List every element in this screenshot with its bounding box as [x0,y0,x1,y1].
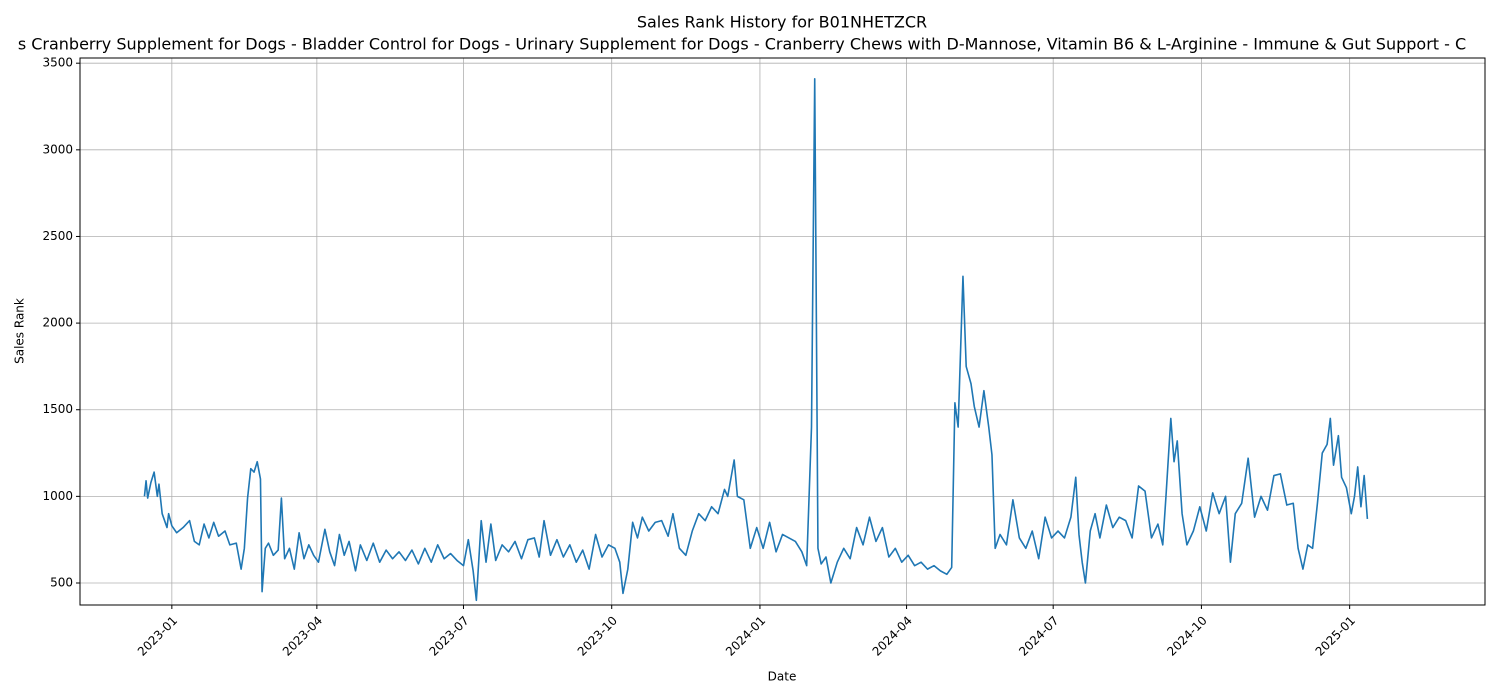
data-line [143,77,1369,602]
y-tick-label: 3000 [42,142,73,156]
y-tick-label: 3500 [42,56,73,70]
x-tick-label: 2025-01 [1313,613,1358,658]
y-tick-label: 1500 [42,402,73,416]
x-tick-label: 2024-04 [870,613,915,658]
x-tick-label: 2023-01 [135,613,180,658]
y-tick-label: 2000 [42,316,73,330]
x-tick-label: 2024-01 [723,613,768,658]
y-tick-label: 2500 [42,229,73,243]
x-tick-label: 2024-10 [1164,613,1209,658]
x-axis-label: Date [768,670,797,684]
y-tick-label: 500 [50,575,73,589]
x-tick-label: 2023-04 [280,613,325,658]
y-tick-label: 1000 [42,489,73,503]
x-tick-label: 2023-07 [426,613,471,658]
chart-title: Sales Rank History for B01NHETZCR [637,13,927,32]
y-axis-label: Sales Rank [13,298,27,364]
plot-frame [79,57,1486,606]
x-tick-label: 2024-07 [1016,613,1061,658]
x-tick-label: 2023-10 [575,613,620,658]
chart-subtitle: s Cranberry Supplement for Dogs - Bladde… [18,35,1466,54]
